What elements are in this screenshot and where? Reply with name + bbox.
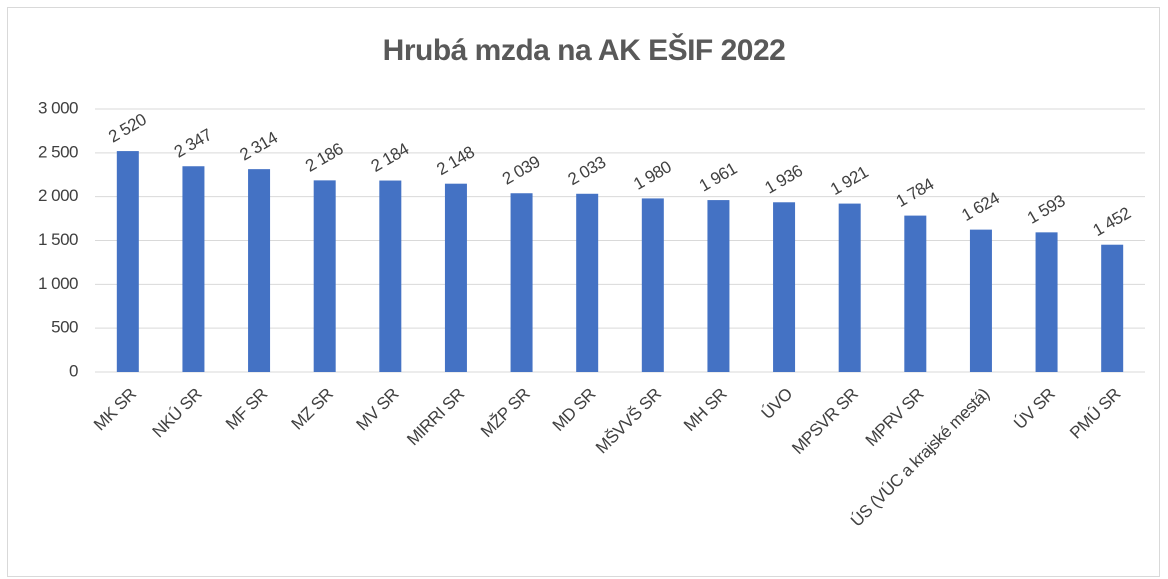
bar xyxy=(576,193,599,372)
bar xyxy=(707,200,730,372)
bar xyxy=(1101,244,1124,372)
bar xyxy=(444,183,467,372)
y-tick-label: 1 000 xyxy=(38,274,78,293)
y-tick-label: 500 xyxy=(51,318,78,337)
bar xyxy=(838,203,861,372)
y-tick-label: 3 000 xyxy=(38,98,78,117)
y-tick-label: 2 000 xyxy=(38,186,78,205)
bar xyxy=(510,193,533,372)
bar xyxy=(641,198,664,372)
bar xyxy=(904,215,927,372)
bar xyxy=(116,151,139,372)
y-tick-label: 0 xyxy=(69,361,78,380)
chart-title: Hrubá mzda na AK EŠIF 2022 xyxy=(383,33,786,67)
bar xyxy=(1035,232,1058,372)
y-tick-label: 1 500 xyxy=(38,230,78,249)
bar xyxy=(969,229,992,372)
bar xyxy=(313,180,336,372)
bar xyxy=(182,166,205,372)
y-tick-label: 2 500 xyxy=(38,142,78,161)
bar xyxy=(248,169,271,372)
bar xyxy=(773,202,796,372)
bar xyxy=(379,180,402,372)
